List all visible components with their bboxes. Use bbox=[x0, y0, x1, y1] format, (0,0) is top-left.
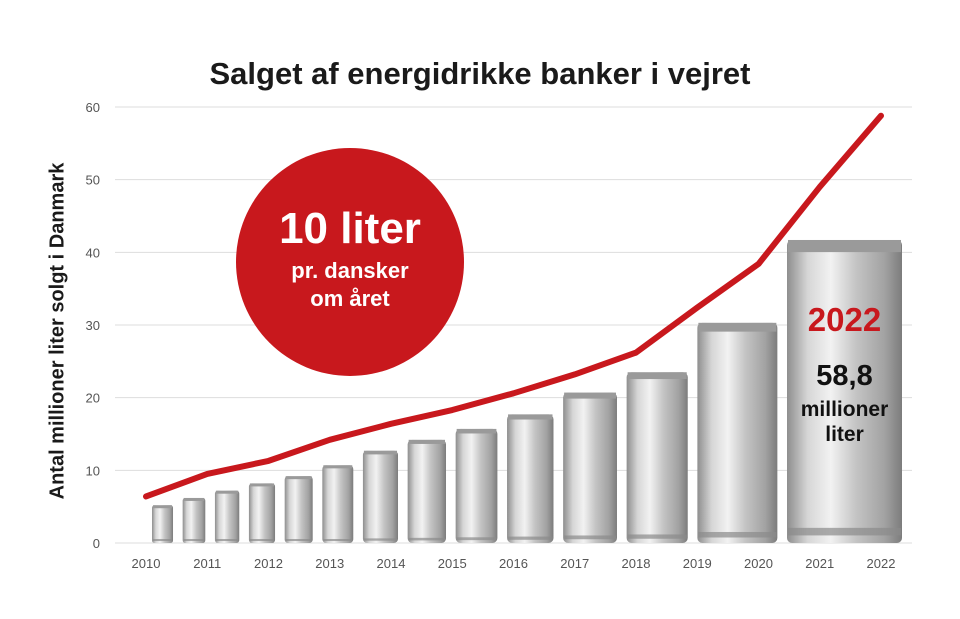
can-bar bbox=[248, 483, 276, 543]
can-lid bbox=[627, 372, 687, 380]
can-lid bbox=[323, 465, 353, 469]
can-body bbox=[697, 322, 778, 543]
highlight-unit-line-2: liter bbox=[825, 423, 864, 446]
badge-line-2: om året bbox=[310, 286, 390, 311]
y-tick-label: 30 bbox=[86, 318, 100, 333]
can-base-ring bbox=[788, 527, 901, 536]
y-tick-label: 50 bbox=[86, 173, 100, 188]
highlight-unit-line-1: millioner bbox=[800, 398, 889, 421]
can-bar bbox=[507, 414, 554, 543]
can-lid bbox=[153, 505, 173, 509]
can-base-ring bbox=[408, 537, 446, 541]
can-body bbox=[563, 392, 617, 543]
per-capita-badge: 10 liter pr. dansker om året bbox=[236, 148, 464, 376]
can-body bbox=[507, 414, 554, 543]
can-body bbox=[626, 372, 688, 543]
can-body bbox=[284, 476, 313, 543]
can-base-ring bbox=[564, 535, 616, 540]
can-bar bbox=[787, 239, 902, 544]
highlight-year: 2022 bbox=[807, 301, 882, 338]
x-tick-label: 2012 bbox=[254, 556, 283, 571]
y-tick-label: 20 bbox=[86, 391, 100, 406]
can-body bbox=[182, 497, 206, 543]
y-tick-label: 10 bbox=[86, 463, 100, 478]
can-bar bbox=[563, 392, 617, 543]
can-lid bbox=[215, 490, 239, 494]
can-lid bbox=[249, 483, 275, 487]
x-tick-label: 2019 bbox=[683, 556, 712, 571]
y-tick-label: 60 bbox=[86, 100, 100, 115]
can-base-ring bbox=[627, 534, 687, 539]
can-base-ring bbox=[183, 539, 205, 541]
can-base-ring bbox=[285, 539, 312, 541]
can-base-ring bbox=[698, 531, 777, 538]
chart-title: Salget af energidrikke banker i vejret bbox=[209, 56, 751, 91]
can-base-ring bbox=[456, 537, 497, 541]
x-tick-label: 2021 bbox=[805, 556, 834, 571]
series-line bbox=[143, 112, 884, 500]
badge-line-1: pr. dansker bbox=[291, 258, 409, 283]
can-lid bbox=[508, 414, 553, 420]
can-body bbox=[787, 239, 902, 544]
can-lid bbox=[408, 439, 446, 444]
y-tick-label: 40 bbox=[86, 245, 100, 260]
can-lid bbox=[456, 428, 497, 434]
x-tick-label: 2020 bbox=[744, 556, 773, 571]
can-bar bbox=[626, 372, 688, 543]
can-body bbox=[455, 428, 498, 543]
highlight-value: 58,8 bbox=[816, 360, 873, 392]
x-tick-label: 2010 bbox=[132, 556, 161, 571]
can-lid bbox=[788, 239, 901, 253]
can-body bbox=[152, 505, 174, 543]
y-tick-label: 0 bbox=[93, 536, 100, 551]
can-lid bbox=[363, 450, 398, 455]
can-bar bbox=[697, 322, 778, 543]
x-tick-label: 2011 bbox=[193, 556, 221, 571]
can-body bbox=[248, 483, 276, 543]
can-base-ring bbox=[215, 539, 239, 541]
can-bar bbox=[407, 439, 447, 543]
x-tick-label: 2022 bbox=[867, 556, 896, 571]
can-base-ring bbox=[323, 539, 353, 541]
can-bar bbox=[455, 428, 498, 543]
can-lid bbox=[564, 392, 616, 399]
can-bar bbox=[152, 505, 174, 543]
x-tick-label: 2015 bbox=[438, 556, 467, 571]
can-bar bbox=[362, 450, 399, 543]
can-lid bbox=[698, 322, 777, 332]
can-body bbox=[407, 439, 447, 543]
can-base-ring bbox=[363, 538, 398, 541]
can-body bbox=[362, 450, 399, 543]
x-tick-label: 2017 bbox=[560, 556, 589, 571]
can-bar bbox=[284, 476, 313, 543]
can-base-ring bbox=[153, 539, 173, 541]
can-bar bbox=[322, 465, 354, 543]
can-bar bbox=[214, 490, 240, 543]
x-tick-label: 2016 bbox=[499, 556, 528, 571]
badge-big-text: 10 liter bbox=[279, 204, 421, 253]
can-body bbox=[214, 490, 240, 543]
x-tick-label: 2018 bbox=[622, 556, 651, 571]
can-lid bbox=[183, 497, 205, 501]
can-bar bbox=[182, 497, 206, 543]
can-base-ring bbox=[249, 539, 275, 541]
can-base-ring bbox=[508, 536, 553, 540]
can-body bbox=[322, 465, 354, 543]
x-tick-label: 2013 bbox=[315, 556, 344, 571]
can-lid bbox=[285, 476, 312, 480]
x-tick-label: 2014 bbox=[377, 556, 406, 571]
